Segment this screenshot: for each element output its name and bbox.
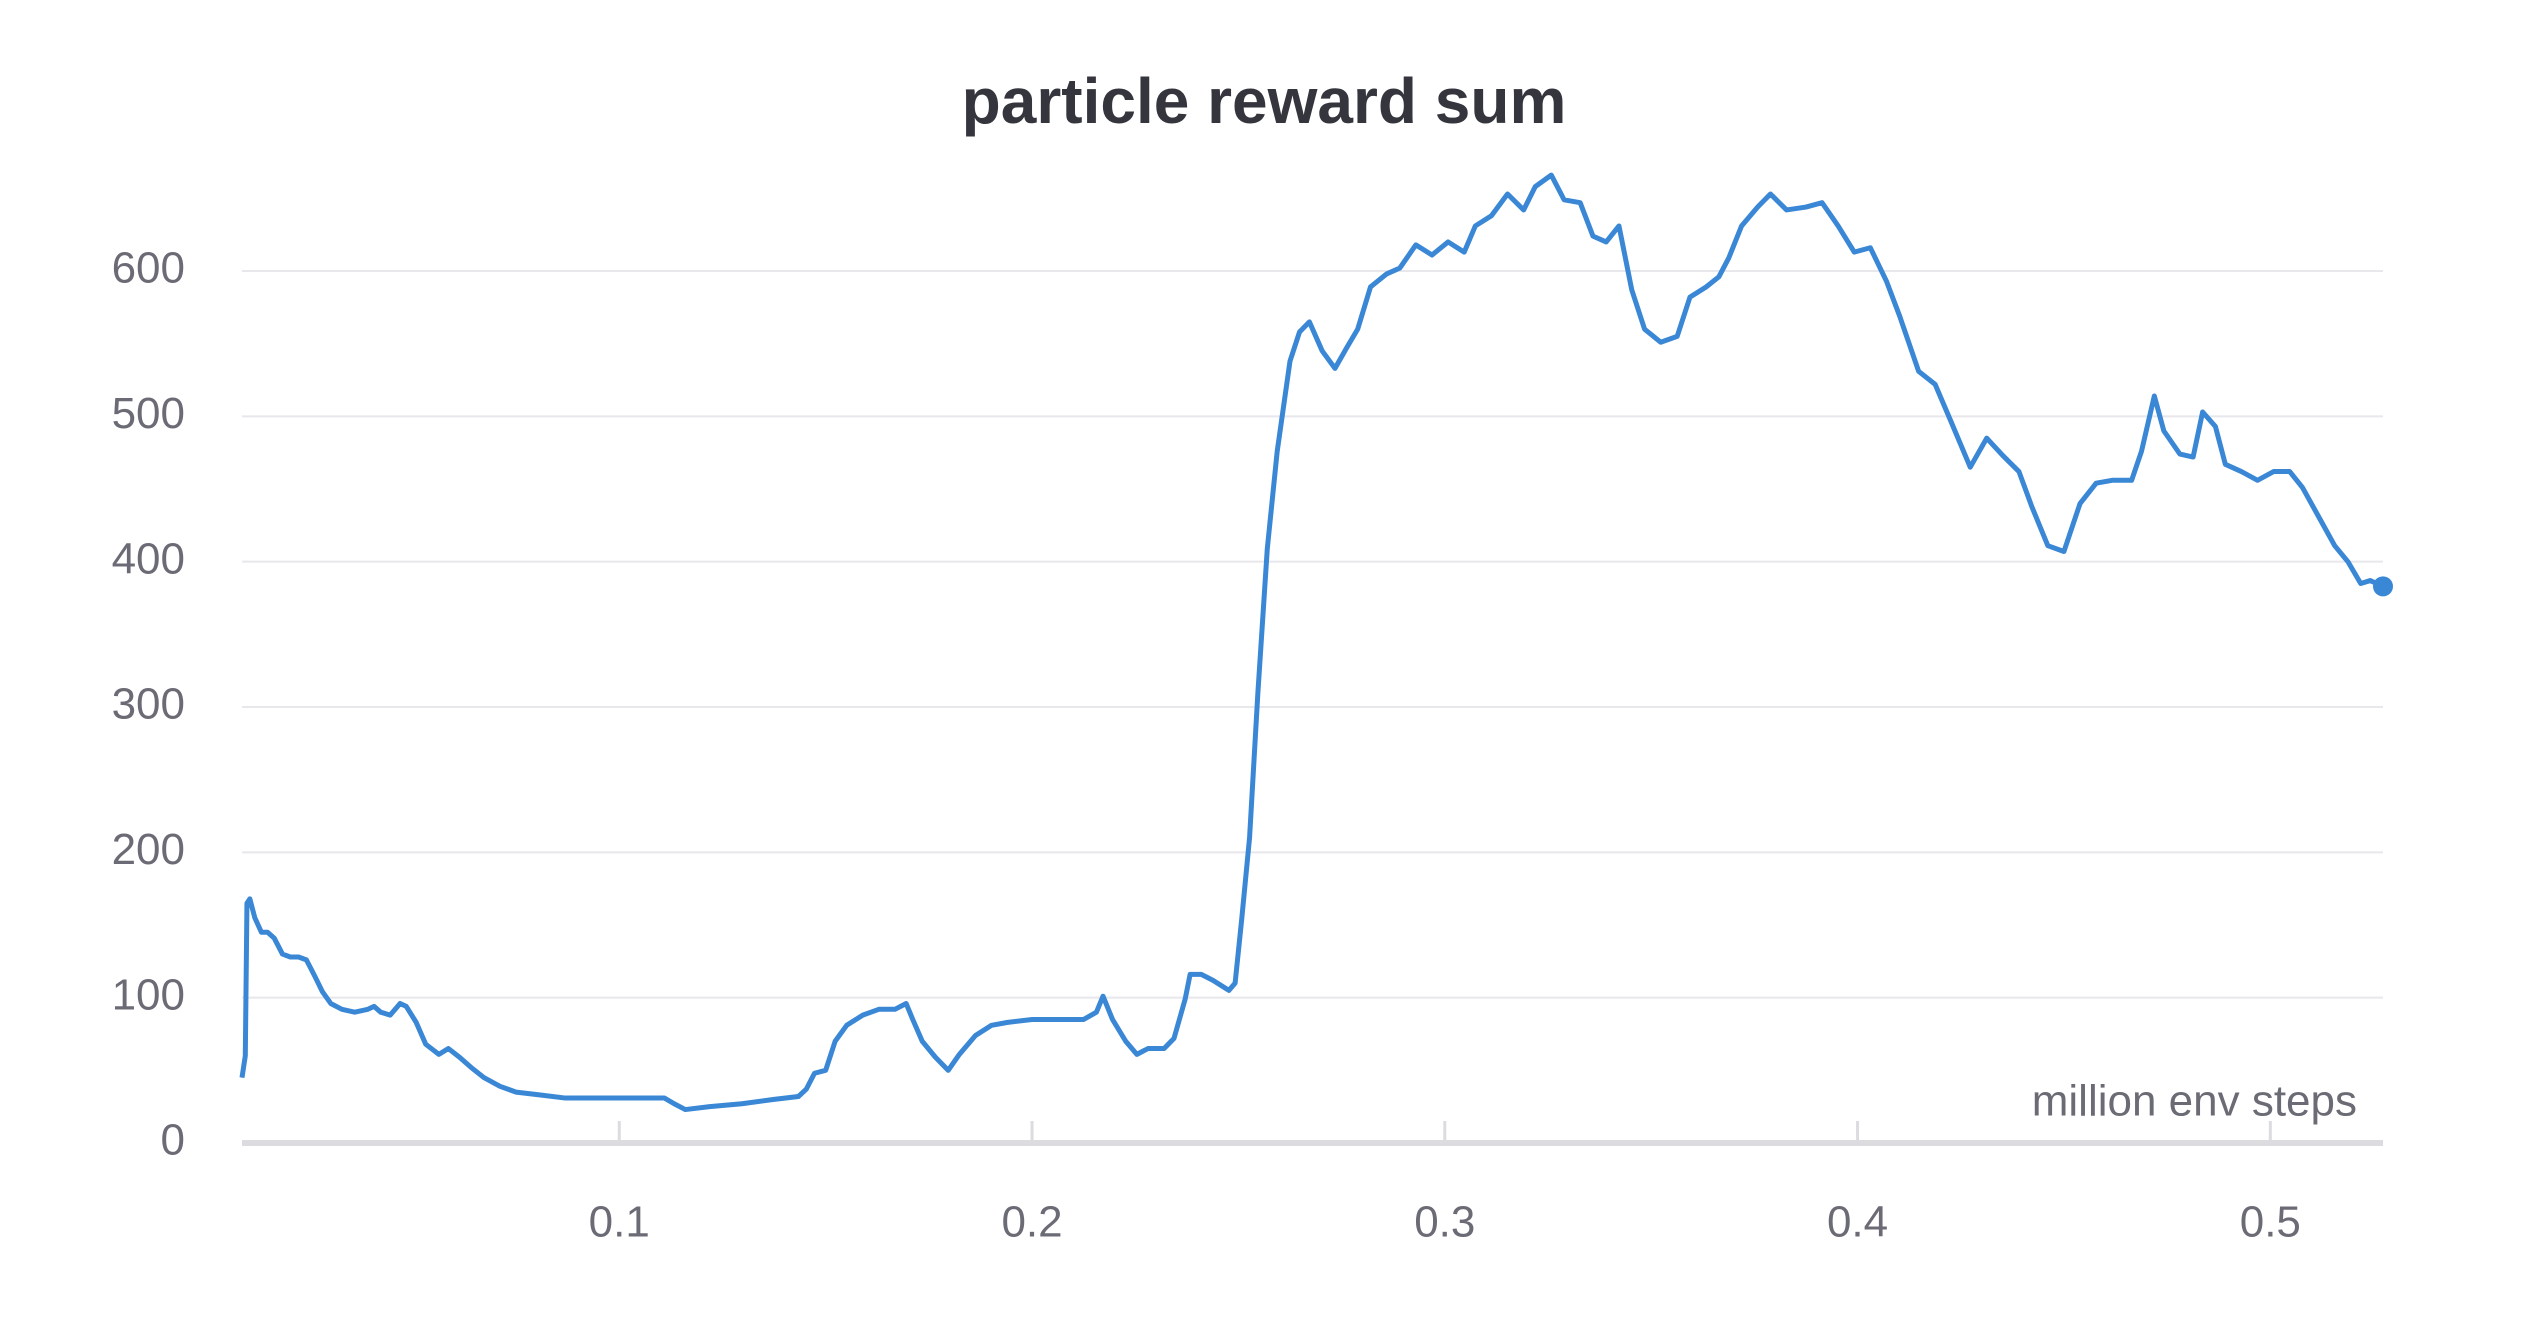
y-tick-label: 400 xyxy=(112,534,185,583)
x-tick-label: 0.1 xyxy=(589,1198,650,1247)
end-point xyxy=(2373,576,2393,597)
y-tick-label: 0 xyxy=(161,1116,185,1165)
y-tick-label: 200 xyxy=(112,825,185,874)
x-tick-label: 0.2 xyxy=(1001,1198,1062,1247)
chart-title: particle reward sum xyxy=(962,65,1567,137)
line-series xyxy=(239,172,2385,1113)
y-tick-label: 300 xyxy=(112,680,185,729)
y-tick-label: 500 xyxy=(112,389,185,438)
x-tick-label: 0.4 xyxy=(1827,1198,1888,1247)
x-tick-label: 0.3 xyxy=(1414,1198,1475,1247)
x-axis-label: million env steps xyxy=(2032,1077,2357,1126)
y-tick-label: 100 xyxy=(112,970,185,1019)
y-tick-label: 600 xyxy=(112,244,185,293)
x-tick-label: 0.5 xyxy=(2240,1198,2301,1247)
